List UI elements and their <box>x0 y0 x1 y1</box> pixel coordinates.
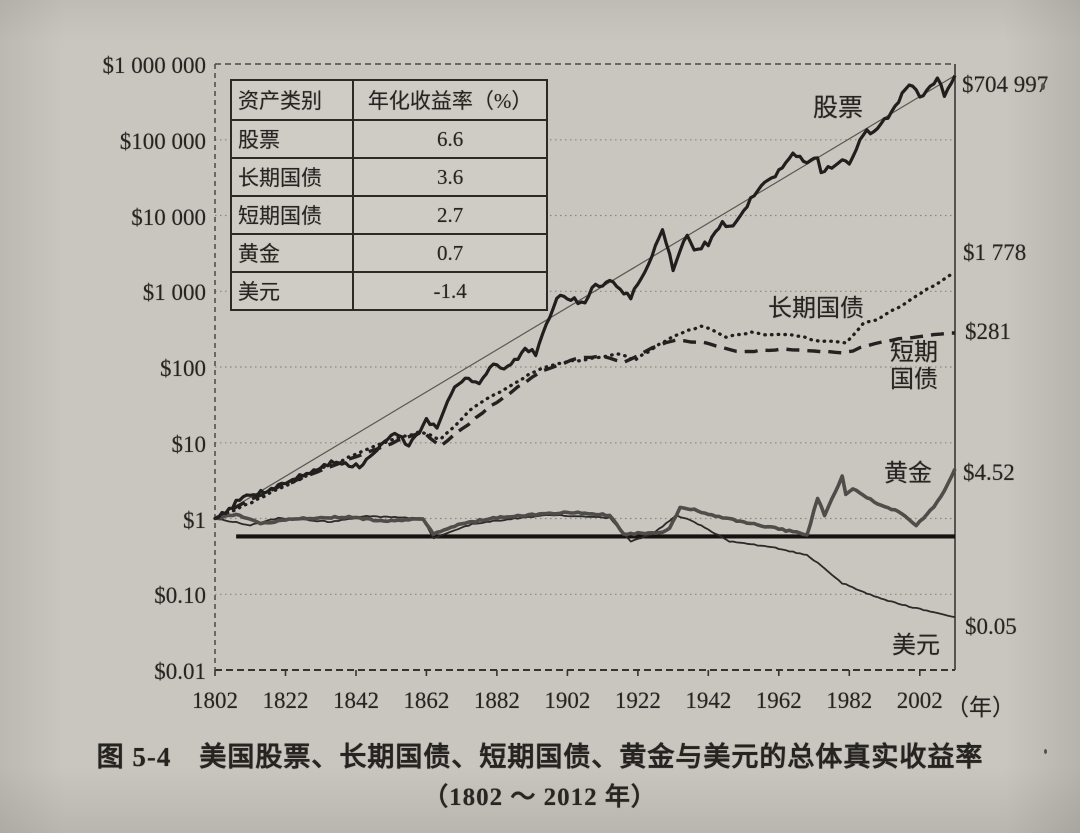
series-line-long_bond <box>213 270 957 521</box>
x-axis-unit-label: （年） <box>946 695 1015 720</box>
table-cell-return: -1.4 <box>352 271 548 311</box>
y-axis-tick-label: $0.10 <box>154 583 206 609</box>
y-axis-tick-label: $1 000 <box>142 280 206 306</box>
table-row: 股票 6.6 <box>229 119 548 159</box>
y-axis-tick-label: $10 000 <box>131 204 206 230</box>
y-axis-tick-label: $100 <box>160 356 206 381</box>
table-cell-return: 2.7 <box>352 195 548 235</box>
figure-caption: 图 5-4 美国股票、长期国债、短期国债、黄金与美元的总体真实收益率 <box>96 742 984 772</box>
table-cell-return: 6.6 <box>352 119 548 159</box>
end-value-long-bond: $1 778 <box>963 240 1027 265</box>
y-axis-tick-label: $1 <box>183 507 206 533</box>
end-value-dollar: $0.05 <box>965 614 1017 639</box>
table-cell-asset: 长期国债 <box>229 157 355 197</box>
x-axis-tick-label: 1942 <box>685 688 732 713</box>
figure-caption-period: （1802 ～ 2012 年） <box>423 784 657 811</box>
series-label-long-bond: 长期国债 <box>768 296 864 322</box>
table-row: 长期国债 3.6 <box>229 157 548 197</box>
series-label-dollar: 美元 <box>892 633 940 659</box>
x-axis-tick-label: 1802 <box>192 688 238 713</box>
table-row: 黄金 0.7 <box>229 233 548 273</box>
x-axis-tick-label: 1842 <box>332 688 379 713</box>
y-axis-tick-label: $1 000 000 <box>102 53 207 78</box>
x-axis-tick-label: 1822 <box>262 688 309 713</box>
table-cell-asset: 股票 <box>229 119 355 159</box>
x-axis-tick-label: 1902 <box>544 688 591 713</box>
y-axis-tick-label: $0.01 <box>154 659 206 684</box>
series-label-stocks: 股票 <box>812 95 863 122</box>
x-axis-tick-label: 2002 <box>896 688 943 713</box>
series-line-stocks <box>214 74 957 521</box>
returns-inset-table: 资产类别 年化收益率（%） 股票 6.6 长期国债 3.6 短期国债 2.7 黄金 0.7 美元… <box>229 79 548 311</box>
x-axis-tick-label: 1922 <box>614 688 661 713</box>
series-line-dollar <box>214 514 956 618</box>
end-value-stocks: $704 997 <box>962 72 1049 97</box>
table-row: 短期国债 2.7 <box>229 195 548 235</box>
end-value-gold: $4.52 <box>963 460 1015 485</box>
x-axis-tick-label: 1882 <box>473 688 520 713</box>
series-label-short-bond: 短期国债 <box>890 340 938 393</box>
end-value-short-bond: $281 <box>965 319 1011 344</box>
table-cell-return: 0.7 <box>352 233 548 273</box>
paper-speck <box>1044 749 1047 754</box>
table-header-asset: 资产类别 <box>229 79 355 121</box>
table-header-row: 资产类别 年化收益率（%） <box>229 79 548 121</box>
table-cell-asset: 美元 <box>229 271 355 311</box>
series-line-gold <box>214 468 957 537</box>
table-cell-return: 3.6 <box>352 157 548 197</box>
table-row: 美元 -1.4 <box>229 271 548 311</box>
y-axis-tick-label: $10 <box>171 431 207 457</box>
x-axis-tick-label: 1862 <box>403 688 450 713</box>
y-axis-tick-label: $100 000 <box>119 128 206 154</box>
table-header-return: 年化收益率（%） <box>352 79 548 121</box>
series-line-short_bond <box>214 331 955 521</box>
paper-speck <box>1041 83 1045 90</box>
table-cell-asset: 短期国债 <box>229 195 355 235</box>
series-label-gold: 黄金 <box>884 461 932 487</box>
stocks-trend-line <box>214 74 956 520</box>
table-cell-asset: 黄金 <box>229 233 355 273</box>
x-axis-tick-label: 1982 <box>826 688 873 713</box>
x-axis-tick-label: 1962 <box>755 688 802 713</box>
